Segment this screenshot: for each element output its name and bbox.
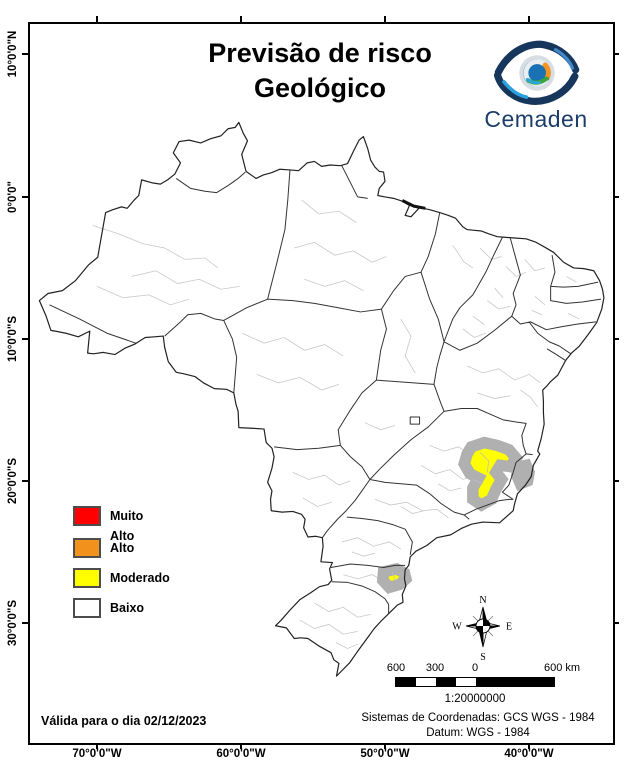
lon-label-70w: 70°0'0"W [72,748,122,760]
legend-label-moderado: Moderado [110,571,170,585]
compass-w-label: W [452,622,462,633]
moderate-risk-regions [376,436,535,594]
page-title: Previsão de risco Geológico [208,36,432,106]
scale-label-600-left: 600 [386,662,406,674]
tick-left-10n [22,53,28,55]
tick-left-30s [22,622,28,624]
state-boundaries [49,166,601,613]
lat-label-30s: 30°0'0"S [7,599,19,647]
validity-text: Válida para o dia 02/12/2023 [41,714,207,728]
scale-seg-3 [436,678,456,686]
risk-region-minas-gerais [458,436,524,512]
scale-bar [395,677,555,687]
legend-swatch-moderado [73,568,101,588]
legend-label-alto: Alto [110,541,135,555]
tick-right-10n [613,53,619,55]
lon-label-40w: 40°0'0"W [504,748,554,760]
map-frame [28,22,615,745]
scale-label-0: 0 [471,662,479,674]
tick-left-20s [22,480,28,482]
lat-label-10n: 10°0'0"N [7,30,19,78]
cemaden-logo-text: Cemaden [484,106,588,132]
municipality-boundaries-overlay [392,453,488,581]
tick-top-50w [384,16,386,22]
title-line1: Previsão de risco [208,38,432,68]
tick-bottom-60w [240,743,242,749]
scale-label-600km: 600 km [543,662,581,674]
tick-right-0 [613,196,619,198]
tick-right-20s [613,480,619,482]
compass-e-label: E [506,622,512,633]
tick-left-0 [22,196,28,198]
legend-swatch-alto [73,538,101,558]
scale-ratio: 1:20000000 [444,693,506,705]
compass-s-label: S [480,652,486,662]
cemaden-logo-icon [493,40,580,105]
tick-bottom-50w [384,743,386,749]
tick-top-40w [528,16,530,22]
datum-text: Datum: WGS - 1984 [426,727,530,739]
lon-label-50w: 50°0'0"W [360,748,410,760]
tick-right-30s [613,622,619,624]
municipality-boundaries [93,200,580,649]
scale-seg-5 [476,678,554,686]
tick-top-60w [240,16,242,22]
tick-top-70w [96,16,98,22]
scale-label-300: 300 [425,662,445,674]
lon-label-60w: 60°0'0"W [216,748,266,760]
coast-accent [402,200,425,208]
coordinate-system-text: Sistemas de Coordenadas: GCS WGS - 1984 [361,712,595,724]
legend-label-baixo: Baixo [110,601,145,615]
coordinate-system-block: Sistemas de Coordenadas: GCS WGS - 1984 … [342,711,614,741]
lat-label-20s: 20°0'0"S [7,457,19,505]
scale-seg-2 [416,678,436,686]
scale-seg-1 [396,678,416,686]
brazil-risk-map [28,22,615,745]
tick-bottom-70w [96,743,98,749]
legend-swatch-muito-alto [73,506,101,526]
scale-seg-4 [456,678,476,686]
north-arrow-icon: N S W E [452,595,512,662]
risk-region-espirito-santo [510,458,535,492]
lat-label-10s: 10°0'0"S [7,315,19,363]
tick-left-10s [22,338,28,340]
brazil-outline [39,122,604,676]
legend-label-muito-alto: Muito Alto [110,509,144,543]
brazil-outline-fill [39,122,604,677]
lat-label-0: 0°0'0" [7,181,19,213]
legend-swatch-baixo [73,598,101,618]
title-line2: Geológico [253,73,386,103]
compass-n-label: N [479,595,486,606]
tick-right-10s [613,338,619,340]
tick-bottom-40w [528,743,530,749]
